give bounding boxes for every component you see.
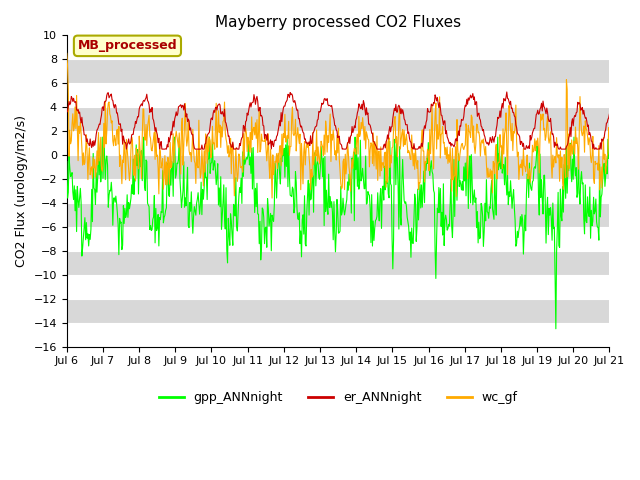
Bar [67, 179, 609, 203]
Bar [67, 107, 609, 131]
Bar [67, 131, 609, 155]
Bar [67, 203, 609, 227]
Text: MB_processed: MB_processed [77, 39, 177, 52]
Bar [67, 155, 609, 179]
Bar [67, 275, 609, 299]
Legend: gpp_ANNnight, er_ANNnight, wc_gf: gpp_ANNnight, er_ANNnight, wc_gf [154, 386, 522, 409]
Bar [67, 60, 609, 83]
Bar [67, 36, 609, 60]
Bar [67, 227, 609, 251]
Bar [67, 299, 609, 323]
Bar [67, 83, 609, 107]
Bar [67, 251, 609, 275]
Y-axis label: CO2 Flux (urology/m2/s): CO2 Flux (urology/m2/s) [15, 115, 28, 267]
Bar [67, 323, 609, 347]
Title: Mayberry processed CO2 Fluxes: Mayberry processed CO2 Fluxes [215, 15, 461, 30]
